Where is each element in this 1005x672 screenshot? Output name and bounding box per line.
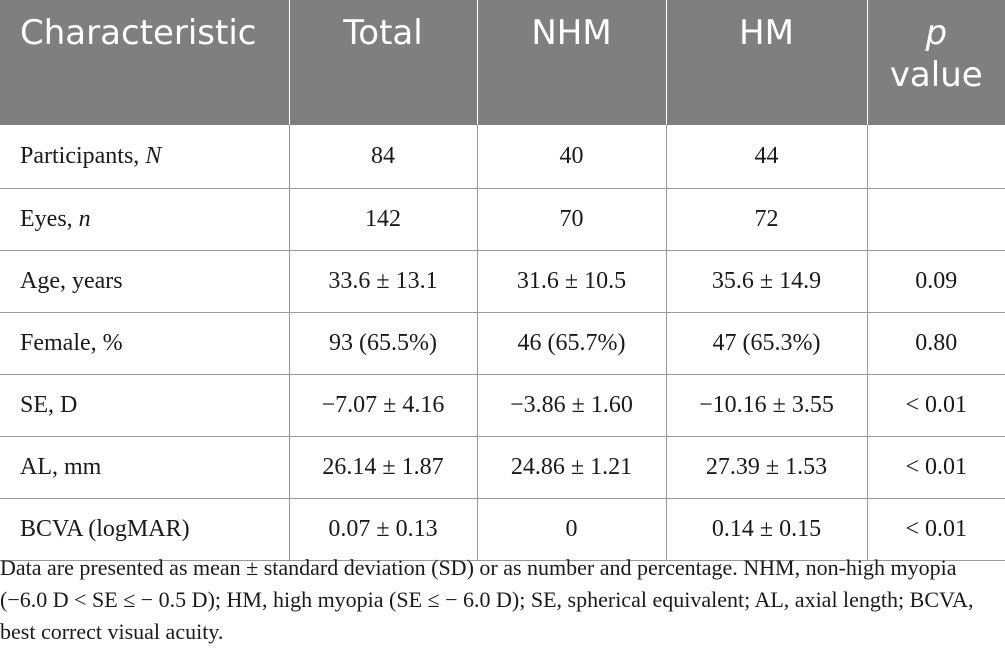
row-label: AL, mm — [0, 436, 290, 499]
cell-p: < 0.01 — [867, 498, 1005, 561]
header-p-italic: p — [925, 13, 948, 53]
cell-hm: 47 (65.3%) — [666, 312, 868, 375]
table-row: AL, mm 26.14 ± 1.87 24.86 ± 1.21 27.39 ± 1.… — [0, 436, 1005, 499]
row-label-text: Participants, — [20, 143, 146, 169]
row-label-italic: n — [78, 206, 91, 232]
row-label: Participants, N — [0, 125, 290, 189]
cell-hm: 35.6 ± 14.9 — [666, 250, 868, 313]
table-row: Eyes, n 142 70 72 — [0, 188, 1005, 251]
cell-nhm: 46 (65.7%) — [477, 312, 667, 375]
header-characteristic: Characteristic — [0, 0, 290, 125]
characteristics-table: Characteristic Total NHM HM p value Part… — [0, 0, 1005, 561]
cell-hm: −10.16 ± 3.55 — [666, 374, 868, 437]
cell-nhm: 31.6 ± 10.5 — [477, 250, 667, 313]
row-label-text: SE, D — [20, 392, 78, 418]
table-footnote: Data are presented as mean ± standard de… — [0, 555, 974, 644]
cell-nhm: 70 — [477, 188, 667, 251]
cell-total: 142 — [289, 188, 478, 251]
header-p-rest: value — [889, 55, 983, 95]
cell-nhm: −3.86 ± 1.60 — [477, 374, 667, 437]
table-row: SE, D −7.07 ± 4.16 −3.86 ± 1.60 −10.16 ± 3.… — [0, 374, 1005, 437]
header-total: Total — [289, 0, 478, 125]
cell-hm: 27.39 ± 1.53 — [666, 436, 868, 499]
table-row: BCVA (logMAR) 0.07 ± 0.13 0 0.14 ± 0.15 < 0.… — [0, 498, 1005, 561]
cell-hm: 72 — [666, 188, 868, 251]
cell-total: 0.07 ± 0.13 — [289, 498, 478, 561]
table-body: Participants, N 84 40 44 Eyes, n 142 70 72 Age, … — [0, 125, 1005, 561]
row-label-text: Eyes, — [20, 206, 79, 232]
table-row: Age, years 33.6 ± 13.1 31.6 ± 10.5 35.6 ± 1… — [0, 250, 1005, 313]
row-label: BCVA (logMAR) — [0, 498, 290, 561]
header-p-value: p value — [867, 0, 1005, 125]
cell-p — [867, 188, 1005, 251]
cell-hm: 44 — [666, 125, 868, 189]
cell-p: < 0.01 — [867, 436, 1005, 499]
table-row: Participants, N 84 40 44 — [0, 125, 1005, 189]
cell-total: 26.14 ± 1.87 — [289, 436, 478, 499]
row-label: SE, D — [0, 374, 290, 437]
cell-p: 0.80 — [867, 312, 1005, 375]
row-label: Eyes, n — [0, 188, 290, 251]
cell-total: 33.6 ± 13.1 — [289, 250, 478, 313]
row-label-text: Age, years — [20, 268, 123, 294]
row-label-text: BCVA (logMAR) — [20, 516, 190, 542]
table-row: Female, % 93 (65.5%) 46 (65.7%) 47 (65.3%) 0… — [0, 312, 1005, 375]
cell-total: 84 — [289, 125, 478, 189]
cell-p — [867, 125, 1005, 189]
row-label-text: AL, mm — [20, 454, 102, 480]
table-header: Characteristic Total NHM HM p value — [0, 0, 1005, 125]
cell-hm: 0.14 ± 0.15 — [666, 498, 868, 561]
cell-nhm: 24.86 ± 1.21 — [477, 436, 667, 499]
header-nhm: NHM — [477, 0, 667, 125]
cell-nhm: 0 — [477, 498, 667, 561]
cell-p: < 0.01 — [867, 374, 1005, 437]
cell-total: −7.07 ± 4.16 — [289, 374, 478, 437]
row-label: Female, % — [0, 312, 290, 375]
row-label: Age, years — [0, 250, 290, 313]
cell-total: 93 (65.5%) — [289, 312, 478, 375]
row-label-italic: N — [145, 143, 162, 169]
header-hm: HM — [666, 0, 868, 125]
cell-nhm: 40 — [477, 125, 667, 189]
cell-p: 0.09 — [867, 250, 1005, 313]
row-label-text: Female, % — [20, 330, 123, 356]
